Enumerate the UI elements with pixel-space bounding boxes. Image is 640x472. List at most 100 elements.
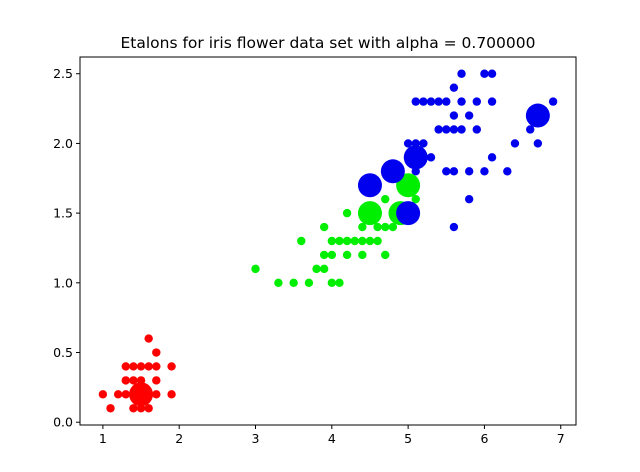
- plot-area-frame: [79, 56, 577, 426]
- y-tick-label: 0.0: [53, 415, 73, 430]
- data-point: [152, 362, 161, 371]
- data-point: [480, 69, 489, 78]
- data-point: [358, 222, 367, 232]
- data-point: [388, 222, 398, 232]
- x-tick-label: 1: [99, 431, 107, 446]
- data-point: [113, 390, 123, 399]
- data-point: [136, 404, 146, 413]
- data-point: [319, 250, 329, 260]
- data-point: [457, 125, 466, 134]
- data-point: [480, 167, 489, 176]
- data-point: [327, 236, 337, 246]
- data-point: [152, 348, 161, 357]
- x-tick-label: 2: [175, 431, 183, 446]
- y-tick-label: 2.5: [53, 66, 73, 81]
- data-point: [319, 222, 329, 232]
- data-point: [419, 139, 428, 148]
- data-point: [327, 250, 337, 260]
- data-point: [434, 97, 443, 106]
- x-tick-label: 3: [252, 431, 260, 446]
- data-point: [442, 167, 451, 176]
- data-point: [411, 194, 420, 204]
- etalon-marker: [129, 382, 154, 407]
- y-tick-label: 1.0: [53, 275, 73, 290]
- data-point: [342, 236, 352, 246]
- data-point: [426, 97, 436, 106]
- data-point: [121, 376, 130, 385]
- etalon-marker: [380, 159, 405, 184]
- data-point: [487, 153, 497, 162]
- data-point: [442, 97, 451, 106]
- data-point: [403, 139, 413, 148]
- data-point: [449, 167, 459, 176]
- data-point: [533, 139, 543, 148]
- data-point: [449, 222, 459, 232]
- data-point: [342, 250, 352, 260]
- etalon-marker: [396, 201, 421, 226]
- x-axis: 1 2 3 4 5 6 7: [99, 425, 565, 446]
- data-point: [449, 111, 459, 120]
- data-point: [434, 125, 443, 134]
- y-axis: 0.0 0.5 1.0 1.5 2.0 2.5: [53, 66, 80, 430]
- etalon-markers: [129, 103, 550, 407]
- data-point: [442, 125, 451, 134]
- data-point: [106, 404, 115, 413]
- y-tick-label: 1.5: [53, 206, 73, 221]
- data-point: [449, 125, 459, 134]
- y-tick-label: 2.0: [53, 136, 73, 151]
- data-point: [312, 264, 321, 274]
- data-point: [526, 125, 535, 134]
- data-point: [167, 362, 176, 371]
- data-point: [335, 278, 344, 288]
- data-point: [464, 167, 474, 176]
- data-point: [510, 139, 520, 148]
- data-point: [373, 222, 382, 232]
- data-point: [350, 236, 359, 246]
- data-point: [472, 125, 481, 134]
- data-point: [335, 236, 344, 246]
- etalon-marker: [357, 173, 382, 198]
- data-point: [129, 362, 138, 371]
- data-point: [381, 194, 390, 204]
- etalon-marker: [525, 103, 550, 128]
- data-point: [144, 334, 153, 343]
- data-point: [251, 264, 260, 274]
- data-point: [358, 250, 367, 260]
- data-point: [472, 97, 481, 106]
- data-point: [548, 97, 558, 106]
- data-point: [449, 83, 459, 92]
- data-point: [167, 390, 176, 399]
- data-point: [381, 250, 390, 260]
- data-point: [319, 264, 329, 274]
- x-tick-label: 6: [480, 431, 488, 446]
- data-point: [98, 390, 108, 399]
- x-tick-label: 7: [557, 431, 565, 446]
- etalon-marker: [357, 201, 382, 226]
- data-point: [358, 236, 367, 246]
- data-point: [327, 278, 337, 288]
- data-point: [144, 362, 153, 371]
- data-point: [411, 139, 420, 148]
- data-point: [152, 390, 161, 399]
- data-point: [419, 97, 428, 106]
- data-point: [457, 69, 466, 78]
- data-point: [487, 69, 497, 78]
- data-point: [136, 362, 146, 371]
- data-point: [274, 278, 283, 288]
- data-point: [129, 376, 138, 385]
- data-point: [297, 236, 306, 246]
- data-point: [381, 222, 390, 232]
- data-point: [289, 278, 298, 288]
- y-tick-label: 0.5: [53, 345, 73, 360]
- etalon-marker: [403, 145, 428, 170]
- data-point: [304, 278, 314, 288]
- data-point: [411, 167, 420, 176]
- data-point: [411, 97, 420, 106]
- chart-title: Etalons for iris flower data set with al…: [120, 34, 535, 52]
- data-point: [144, 404, 153, 413]
- etalon-marker: [396, 173, 421, 198]
- data-point: [365, 236, 375, 246]
- data-point: [464, 194, 474, 204]
- data-point: [342, 208, 352, 218]
